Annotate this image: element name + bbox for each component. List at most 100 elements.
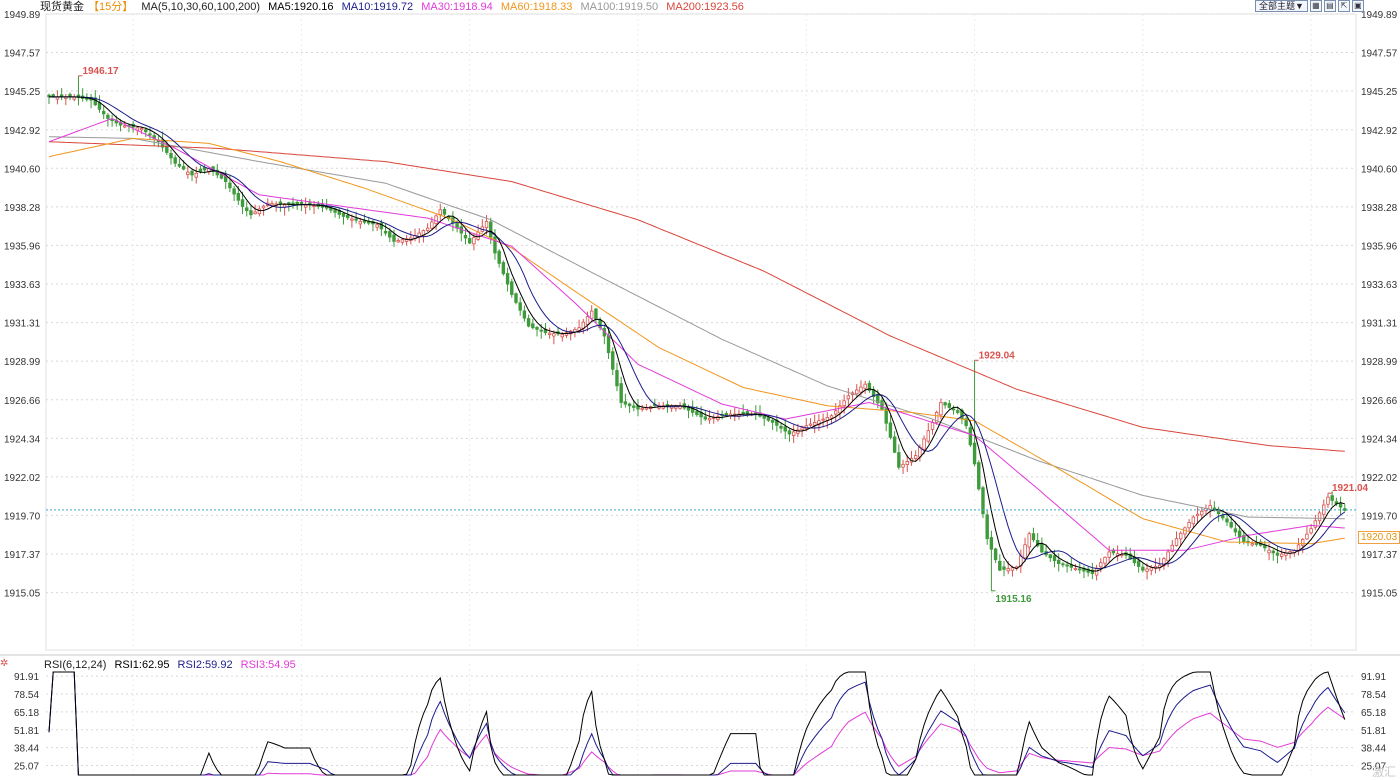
candle-body (724, 413, 729, 416)
candle-body (838, 405, 842, 414)
candle-body (623, 401, 628, 405)
candle-body (939, 402, 943, 416)
candle-body (1229, 522, 1233, 528)
price-tick-label-left: 1942.92 (4, 126, 41, 137)
candle-body (1221, 514, 1225, 519)
candle-body (245, 207, 249, 212)
expand-icon[interactable]: ⇱ (1337, 0, 1350, 12)
extreme-price-label: 1946.17 (82, 66, 119, 77)
candle-body (522, 310, 527, 319)
price-tick-label-right: 1942.92 (1361, 126, 1398, 137)
price-tick-label-right: 1935.96 (1361, 241, 1398, 252)
candle-body (842, 400, 846, 407)
rsi-tick-label-left: 51.81 (14, 726, 39, 737)
candle-body (1136, 560, 1141, 567)
candle-body (1048, 554, 1052, 559)
candle-body (531, 323, 535, 329)
theme-dropdown[interactable]: 全部主题▼ (1255, 0, 1308, 12)
price-tick-label-left: 1931.31 (4, 319, 41, 330)
candle-body (821, 418, 825, 421)
candle-body (791, 431, 796, 436)
price-tick-label-left: 1940.60 (4, 164, 41, 175)
candle-body (770, 419, 775, 423)
grid-icon[interactable]: ▦ (1309, 0, 1322, 12)
ma5-value: MA5:1920.16 (268, 1, 334, 13)
candle-body (968, 427, 973, 446)
candle-body (632, 405, 636, 408)
candle-body (1301, 539, 1305, 546)
ma100-value: MA100:1919.50 (580, 1, 659, 13)
candle-body (855, 389, 859, 395)
maximize-icon[interactable]: ▣ (1351, 0, 1364, 12)
candle-body (1317, 512, 1322, 522)
candle-body (253, 211, 257, 215)
candle-body (123, 125, 127, 128)
candle-body (1010, 567, 1015, 571)
candle-body (606, 335, 611, 354)
candle-body (190, 170, 194, 176)
rsi-params-label: RSI(6,12,24) (44, 659, 107, 671)
candle-body (270, 203, 274, 206)
candle-body (934, 412, 939, 423)
extreme-price-label: 1921.04 (1332, 483, 1369, 494)
candle-body (611, 351, 615, 370)
candle-body (1330, 495, 1334, 501)
rsi3-value: RSI3:54.95 (240, 659, 296, 671)
candle-body (346, 214, 350, 219)
candle-body (101, 110, 106, 115)
candle-body (707, 417, 712, 421)
candle-body (783, 426, 787, 432)
candle-body (686, 407, 691, 411)
candle-body (177, 163, 182, 167)
candle-body (766, 417, 771, 421)
candle-body (489, 221, 493, 238)
main-chart-header: 现货黄金 【15分】 MA(5,10,30,60,100,200) MA5:19… (40, 0, 749, 14)
candle-body (800, 427, 804, 431)
candle-body (249, 210, 253, 216)
candle-body (796, 429, 800, 434)
candle-body (615, 370, 619, 387)
ma60-value: MA60:1918.33 (500, 1, 573, 13)
candle-body (438, 209, 442, 215)
price-tick-label-right: 1940.60 (1361, 164, 1398, 175)
price-tick-label-right: 1919.70 (1361, 511, 1398, 522)
price-tick-label-right: 1938.28 (1361, 203, 1398, 214)
candle-body (194, 172, 198, 178)
candle-body (148, 133, 152, 136)
period-label: 【15分】 (88, 1, 134, 13)
candle-body (463, 234, 468, 239)
candle-body (930, 421, 935, 430)
candle-body (1002, 566, 1006, 570)
rsi-tick-label-left: 25.07 (14, 762, 39, 773)
ma10-line (49, 96, 1346, 570)
candle-body (1237, 530, 1242, 538)
candle-body (846, 395, 851, 400)
layout-icon[interactable]: ▤ (1323, 0, 1336, 12)
candle-body (998, 560, 1002, 571)
candle-body (106, 114, 110, 119)
candle-body (1200, 510, 1204, 516)
price-tick-label-right: 1917.37 (1361, 550, 1398, 561)
candle-body (312, 205, 316, 208)
candle-body (901, 463, 905, 468)
price-tick-label-left: 1924.34 (4, 434, 41, 445)
candle-body (695, 411, 699, 416)
candle-body (1279, 553, 1284, 557)
price-tick-label-right: 1924.34 (1361, 434, 1398, 445)
candle-body (514, 293, 518, 303)
candle-body (779, 425, 783, 429)
candle-body (1187, 522, 1191, 529)
candle-body (619, 383, 623, 403)
price-tick-label-left: 1919.70 (4, 511, 41, 522)
candle-body (392, 234, 396, 242)
candle-body (1233, 528, 1238, 533)
candle-body (186, 171, 190, 175)
candle-body (1141, 566, 1145, 571)
candle-body (442, 208, 447, 215)
rsi-tick-label-right: 78.54 (1361, 690, 1386, 701)
candle-body (1313, 520, 1318, 528)
candle-body (497, 250, 501, 264)
candle-body (526, 318, 531, 327)
price-tick-label-right: 1947.57 (1361, 49, 1398, 60)
